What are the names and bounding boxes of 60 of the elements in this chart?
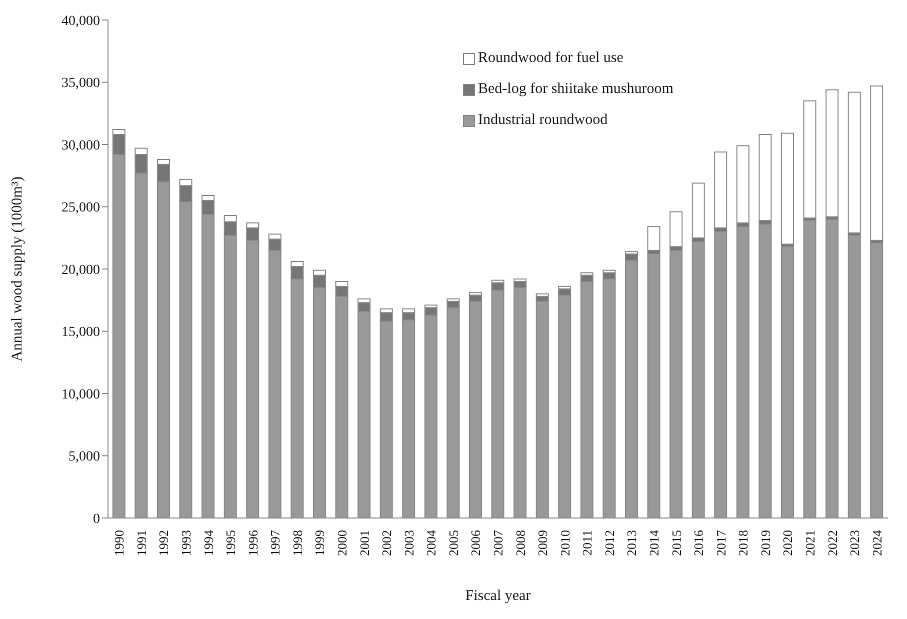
x-tick-label: 2020 [780, 530, 796, 556]
x-axis-title: Fiscal year [465, 588, 531, 604]
x-tick-label: 1990 [112, 530, 127, 556]
x-tick-label: 2001 [356, 530, 372, 556]
bar [826, 89, 839, 218]
bar [870, 85, 884, 241]
x-tick-label: 2009 [535, 530, 550, 556]
x-tick-label: 2003 [401, 530, 416, 556]
x-tick-label: 2011 [580, 530, 595, 556]
legend-label: Bed-log for shiitake mushuroom [478, 81, 674, 98]
bar [692, 182, 705, 238]
bar [780, 132, 794, 245]
x-tick-label: 2007 [490, 530, 506, 556]
bar [803, 100, 816, 218]
x-tick-label: 1991 [134, 530, 149, 556]
x-tick-label: 1996 [245, 530, 260, 556]
x-tick-label: 2017 [713, 530, 728, 556]
x-tick-label: 2015 [668, 530, 684, 556]
y-tick-label: 15,000 [62, 325, 100, 340]
x-tick-label: 1992 [156, 530, 172, 556]
x-tick-label: 2012 [602, 530, 617, 556]
y-tick-label: 40,000 [62, 14, 100, 29]
legend-label: Industrial roundwood [478, 112, 608, 129]
legend-label: Roundwood for fuel use [478, 50, 624, 67]
x-tick-label: 2022 [824, 530, 840, 556]
y-tick-label: 25,000 [62, 200, 100, 216]
x-tick-label: 2016 [691, 530, 706, 556]
x-tick-label: 2006 [468, 530, 484, 556]
x-tick-label: 2019 [758, 530, 773, 556]
x-tick-label: 1998 [290, 530, 305, 556]
x-tick-label: 1993 [178, 530, 194, 556]
bar [670, 211, 683, 248]
x-tick-label: 2002 [379, 530, 394, 556]
x-tick-label: 1995 [223, 530, 238, 556]
y-tick-label: 20,000 [62, 262, 100, 278]
y-axis-title: Annual wood supply (1000m³) [9, 176, 26, 362]
x-tick-label: 1999 [312, 530, 328, 556]
x-tick-label: 2000 [334, 530, 350, 556]
bar [848, 92, 861, 234]
bar [714, 151, 728, 228]
y-tick-label: 10,000 [62, 387, 100, 402]
bar [736, 145, 750, 224]
y-tick-label: 0 [93, 512, 100, 527]
x-tick-label: 2014 [646, 530, 662, 556]
x-tick-label: 2004 [424, 530, 439, 556]
bar [758, 134, 772, 221]
x-tick-label: 1994 [200, 530, 216, 556]
x-tick-label: 2018 [736, 530, 751, 556]
x-tick-label: 2013 [624, 530, 640, 556]
y-tick-label: 30,000 [62, 138, 100, 154]
bar [647, 226, 660, 251]
x-tick-label: 2024 [869, 530, 884, 556]
y-tick-label: 35,000 [62, 76, 100, 92]
x-tick-label: 1997 [268, 530, 283, 556]
y-tick-label: 5,000 [68, 450, 100, 465]
x-tick-label: 2005 [446, 530, 461, 556]
x-tick-label: 2010 [557, 530, 572, 556]
x-tick-label: 2023 [847, 530, 862, 556]
x-tick-label: 2008 [512, 530, 528, 556]
x-tick-label: 2021 [802, 530, 818, 556]
